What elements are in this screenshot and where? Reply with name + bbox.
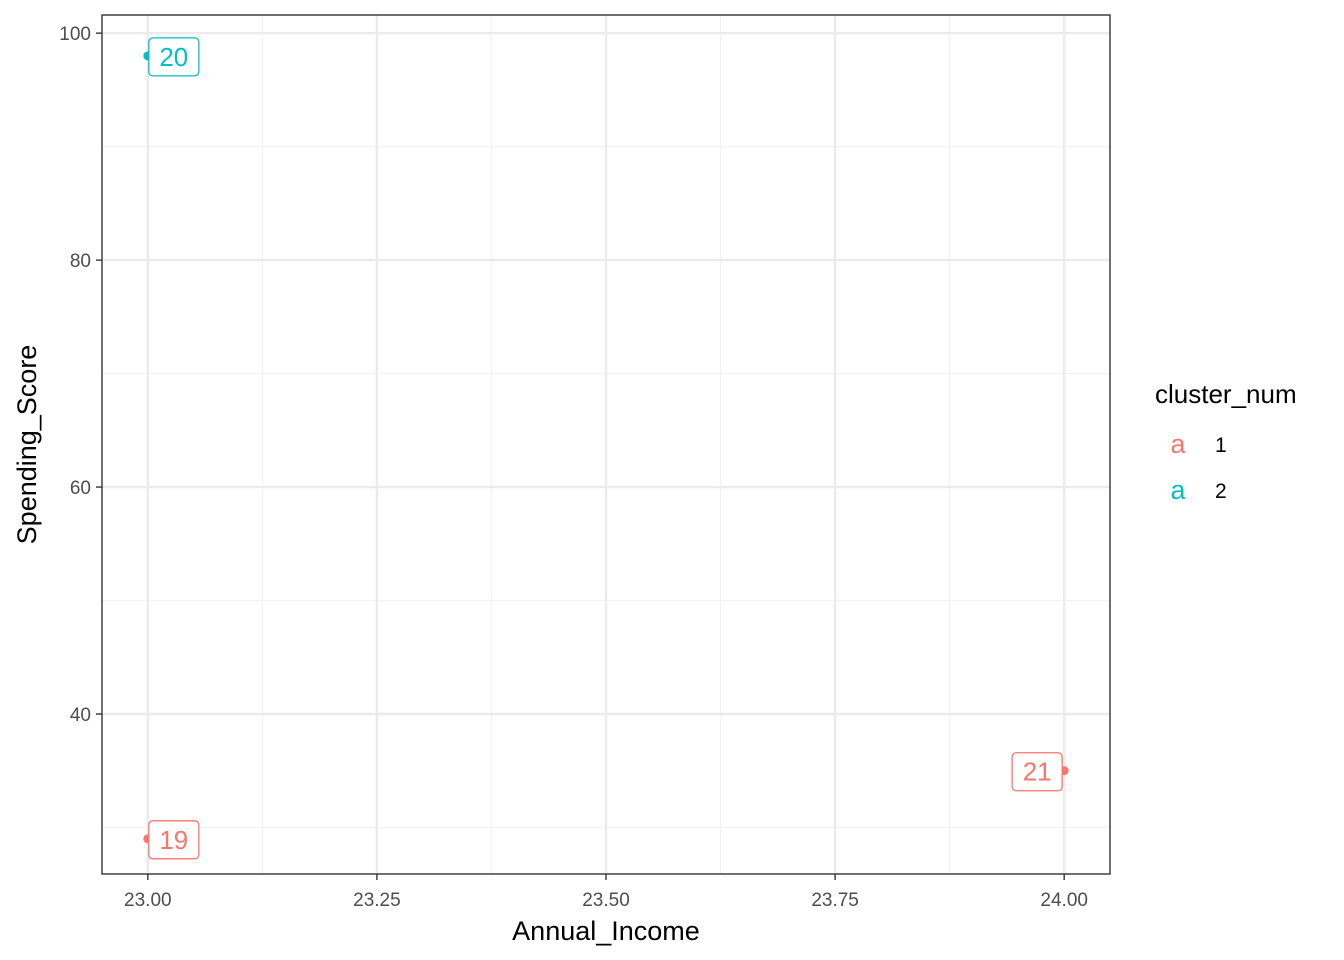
x-tick-label: 23.75	[811, 890, 859, 911]
grid-lines	[102, 15, 1110, 874]
legend-key: a	[1170, 475, 1186, 505]
x-tick-label: 24.00	[1040, 890, 1088, 911]
point-label-group: 20	[148, 37, 200, 77]
legend-label: 2	[1215, 480, 1227, 503]
legend: cluster_num a 1 a 2	[1155, 379, 1297, 505]
y-tick-label: 40	[70, 705, 91, 726]
point-label-group: 19	[148, 820, 200, 860]
legend-title: cluster_num	[1155, 379, 1297, 409]
y-axis: 40 60 80 100	[59, 24, 102, 726]
x-axis: 23.00 23.25 23.50 23.75 24.00	[124, 874, 1088, 911]
point-labels: 20 19 21	[148, 37, 1063, 860]
x-tick-label: 23.25	[353, 890, 401, 911]
point-label: 19	[159, 825, 188, 855]
point-label: 21	[1023, 757, 1052, 787]
y-tick-label: 80	[70, 251, 91, 272]
x-tick-label: 23.00	[124, 890, 172, 911]
point-label: 20	[159, 42, 188, 72]
legend-key: a	[1170, 429, 1186, 459]
point-label-group: 21	[1011, 752, 1063, 792]
y-tick-label: 100	[59, 24, 91, 45]
point-label-box	[148, 37, 200, 77]
point-label-box	[1011, 752, 1063, 792]
x-tick-label: 23.50	[582, 890, 630, 911]
legend-label: 1	[1215, 434, 1227, 457]
point-label-box	[148, 820, 200, 860]
y-tick-label: 60	[70, 478, 91, 499]
y-axis-title: Spending_Score	[12, 345, 42, 545]
x-axis-title: Annual_Income	[512, 916, 700, 946]
